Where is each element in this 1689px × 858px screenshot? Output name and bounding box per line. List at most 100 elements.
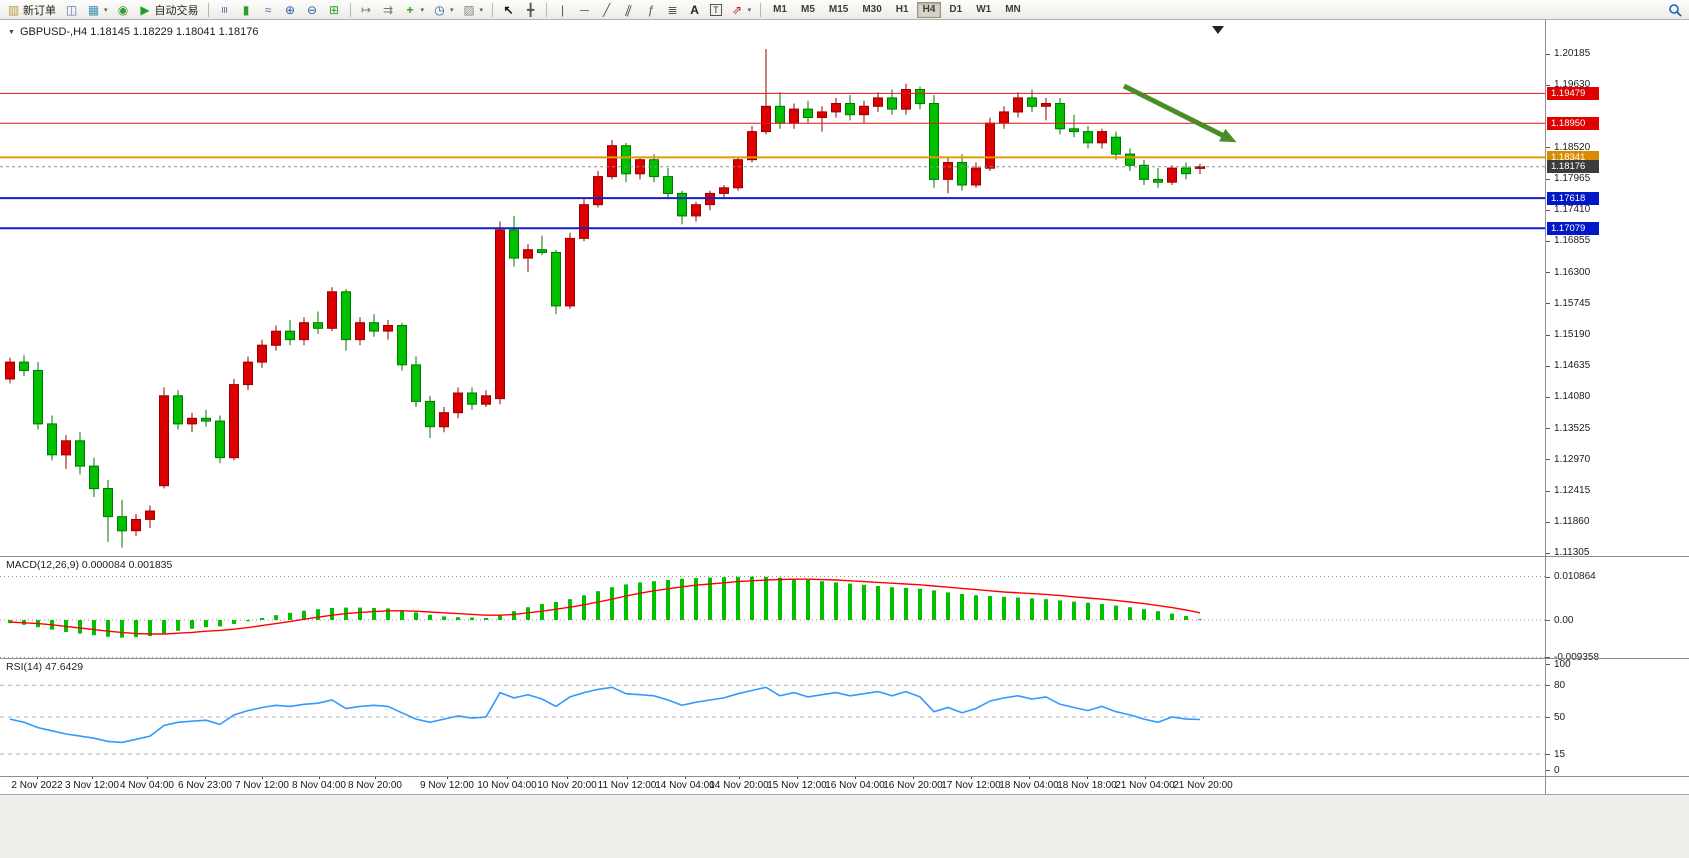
arrows-tool-button[interactable]: ⇗ ▾ (727, 0, 756, 20)
dropdown-icon: ▾ (747, 6, 752, 14)
text-label-tool-button[interactable]: T (706, 0, 726, 20)
time-axis-label: 14 Nov 04:00 (655, 780, 715, 791)
objects-list-button[interactable]: ≣ (662, 0, 683, 20)
candlestick-chart-button[interactable]: ▮ (236, 0, 257, 20)
price-axis-label: 1.12415 (1554, 485, 1591, 496)
market-watch-icon: ◉ (117, 2, 129, 17)
hline-tool-button[interactable]: ─ (574, 0, 595, 20)
time-axis-label: 8 Nov 04:00 (292, 780, 346, 791)
text-tool-button[interactable]: A (684, 0, 705, 20)
tile-windows-button[interactable]: ⊞ (324, 0, 345, 20)
autotrade-button[interactable]: ▶ 自动交易 (135, 0, 203, 20)
timeframe-button-H4[interactable]: H4 (916, 1, 942, 18)
rsi-panel[interactable] (0, 658, 1545, 776)
dropdown-icon: ▾ (479, 6, 484, 14)
zoom-in-button[interactable]: ⊕ (280, 0, 301, 20)
auto-scroll-button[interactable]: ↦ (356, 0, 377, 20)
profiles-button[interactable]: ▦ ▾ (83, 0, 112, 20)
price-axis-tick (1546, 552, 1550, 554)
time-axis-label: 11 Nov 12:00 (597, 780, 657, 791)
panel-separator[interactable] (0, 556, 1689, 557)
time-axis-label: 18 Nov 04:00 (999, 780, 1059, 791)
new-order-button[interactable]: ▥ 新订单 (3, 0, 60, 20)
vline-tool-button[interactable]: | (552, 0, 573, 20)
chart-shift-button[interactable]: ⇉ (378, 0, 399, 20)
price-axis-label: 1.11860 (1554, 516, 1590, 528)
rsi-axis-label: 80 (1554, 679, 1566, 691)
main-toolbar: ▥ 新订单 ◫ ▦ ▾ ◉ ▶ 自动交易 ≡ ▮ ≈ ⊕ ⊖ ⊞ ↦ ⇉ + ▾ ◷… (0, 0, 1689, 20)
periods-button[interactable]: ◷ ▾ (429, 0, 458, 20)
price-badge: 1.17618 (1547, 191, 1599, 205)
time-axis-label: 17 Nov 12:00 (941, 780, 1001, 791)
indicators-button[interactable]: + ▾ (400, 0, 429, 20)
trendline-tool-button[interactable]: ╱ (596, 0, 617, 20)
zoom-out-button[interactable]: ⊖ (302, 0, 323, 20)
price-axis-tick (1546, 84, 1550, 86)
time-axis-tick (739, 776, 740, 779)
time-axis-label: 9 Nov 12:00 (420, 780, 474, 791)
timeframe-button-M15[interactable]: M15 (828, 3, 849, 15)
market-watch-button[interactable]: ◉ (113, 0, 134, 20)
timeframe-button-M1[interactable]: M1 (773, 3, 787, 15)
time-axis-label: 4 Nov 04:00 (120, 780, 174, 791)
time-axis-tick (913, 776, 914, 779)
time-axis-label: 21 Nov 20:00 (1173, 780, 1233, 791)
time-axis-tick (447, 776, 448, 779)
macd-axis-label: 0.010864 (1554, 571, 1596, 583)
autotrade-play-icon: ▶ (140, 2, 150, 17)
line-chart-button[interactable]: ≈ (258, 0, 279, 20)
price-axis-label: 1.11305 (1554, 547, 1590, 559)
time-axis-tick (627, 776, 628, 779)
time-axis-tick (855, 776, 856, 779)
timeframe-button-D1[interactable]: D1 (949, 3, 963, 15)
price-axis-tick (1546, 240, 1550, 242)
timeframe-button-H1[interactable]: H1 (895, 3, 909, 15)
one-click-collapse-icon[interactable]: ▼ (8, 28, 15, 36)
rsi-label: RSI(14) 47.6429 (6, 661, 84, 673)
macd-panel[interactable] (0, 556, 1545, 658)
time-axis-label: 16 Nov 20:00 (883, 780, 943, 791)
price-axis-label: 1.15745 (1554, 297, 1591, 309)
time-axis-tick (797, 776, 798, 779)
price-axis-tick (1546, 53, 1550, 55)
text-tool-icon: A (690, 2, 699, 17)
time-axis-tick (37, 776, 38, 779)
price-badge: 1.17079 (1547, 221, 1599, 235)
panel-separator[interactable] (0, 658, 1689, 659)
bar-chart-button[interactable]: ≡ (214, 0, 235, 20)
templates-button[interactable]: ▨ ▾ (459, 0, 488, 20)
crosshair-button[interactable]: ╋ (520, 0, 541, 20)
dropdown-icon: ▾ (450, 6, 454, 14)
channel-icon: ∥ (623, 1, 634, 18)
price-axis-tick (1546, 521, 1550, 523)
timeframe-button-M5[interactable]: M5 (800, 3, 815, 15)
timeframe-button-W1[interactable]: W1 (976, 3, 992, 15)
fibonacci-tool-button[interactable]: ƒ (640, 0, 661, 20)
indicators-icon: + (406, 2, 414, 17)
toolbar-separator (207, 2, 209, 17)
rsi-axis-tick (1546, 664, 1550, 665)
price-axis-label: 1.18520 (1554, 141, 1591, 153)
price-axis-tick (1546, 147, 1550, 149)
timeframe-button-MN[interactable]: MN (1005, 3, 1021, 15)
price-axis[interactable]: 1.20185 1.19630 1.18520 1.17965 1.17410 1.168… (1545, 20, 1689, 794)
text-label-icon: T (710, 3, 722, 16)
vertical-line-icon: | (561, 2, 565, 17)
periods-clock-icon: ◷ (434, 2, 445, 17)
timeframe-button-M30[interactable]: M30 (862, 3, 882, 15)
rsi-axis-label: 0 (1554, 764, 1560, 776)
candlestick-icon: ▮ (242, 2, 250, 17)
cursor-button[interactable]: ↖ (498, 0, 519, 20)
time-axis[interactable]: 2 Nov 2022 3 Nov 12:00 4 Nov 04:00 6 Nov 23… (0, 776, 1545, 794)
dropdown-icon: ▾ (104, 6, 108, 14)
objects-list-icon: ≣ (667, 2, 678, 17)
chart-window-button[interactable]: ◫ (61, 0, 82, 20)
search-button[interactable] (1664, 0, 1686, 20)
channel-tool-button[interactable]: ∥ (618, 0, 639, 20)
toolbar-separator (546, 2, 548, 17)
panel-separator (0, 776, 1689, 777)
time-axis-tick (685, 776, 686, 779)
price-axis-tick (1546, 209, 1550, 211)
time-axis-label: 16 Nov 04:00 (825, 780, 885, 791)
price-chart[interactable] (0, 22, 1545, 556)
